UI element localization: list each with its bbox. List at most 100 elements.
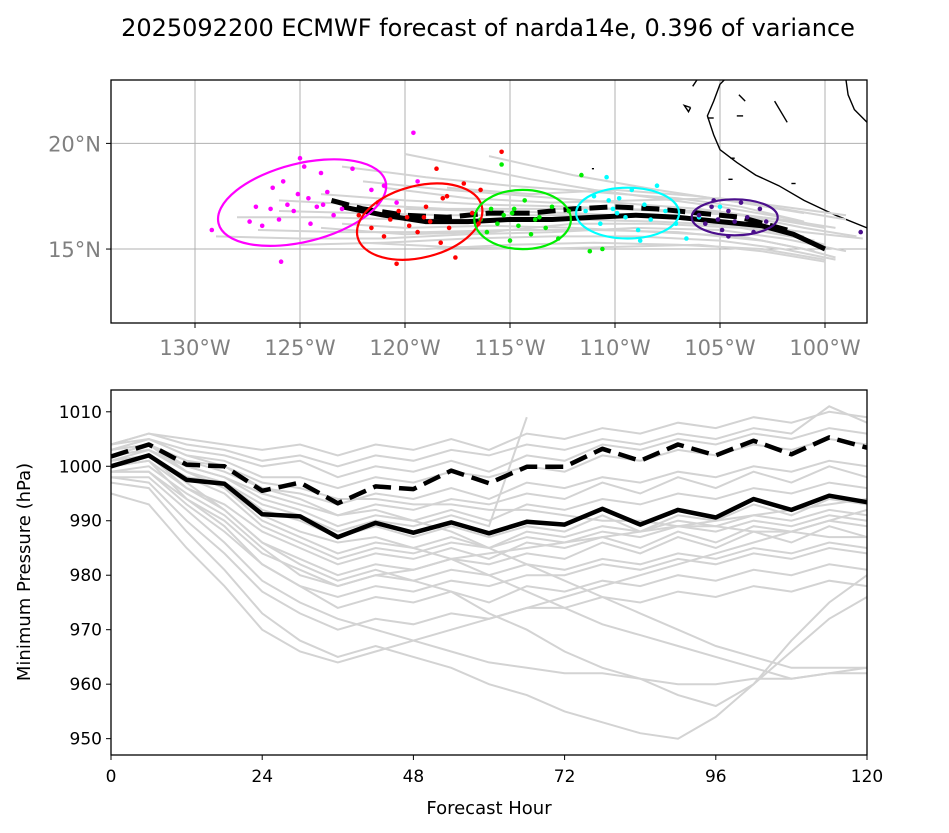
- member-position-point: [440, 196, 446, 201]
- member-position-point: [654, 183, 660, 188]
- pressure-tick-label-y: 950: [70, 730, 102, 750]
- pressure-tick-label-y: 980: [70, 566, 102, 586]
- member-position-point: [278, 259, 284, 265]
- pressure-frame: [110, 389, 868, 756]
- uncertainty-ellipse: [574, 186, 681, 240]
- pressure-ticks: 0 24 48 72 96 120 950 960 970 980 990 1000 1010: [59, 403, 883, 787]
- pressure-tick-label-y: 1000: [59, 457, 102, 477]
- member-position-point: [415, 229, 420, 235]
- member-track-line: [215, 226, 847, 253]
- member-position-point: [587, 248, 593, 254]
- member-position-point: [320, 202, 326, 207]
- member-track-line: [299, 235, 836, 261]
- map-tick-label-lon: 100°W: [789, 336, 861, 360]
- member-position-point: [732, 219, 737, 224]
- member-position-point: [415, 179, 420, 184]
- member-position-point: [484, 229, 490, 235]
- member-position-point: [350, 166, 355, 171]
- member-position-point: [616, 196, 622, 201]
- pressure-tick-label-y: 990: [70, 512, 102, 532]
- member-position-point: [280, 179, 286, 184]
- member-position-point: [509, 210, 515, 216]
- member-position-point: [763, 219, 769, 224]
- member-position-point: [381, 234, 387, 239]
- track-map-panel: 130°W 125°W 120°W 115°W 110°W 105°W 100°W 15°N 2…: [48, 79, 868, 360]
- member-position-point: [717, 204, 723, 210]
- member-position-point: [369, 225, 374, 231]
- member-pressure-line: [110, 454, 868, 560]
- map-tick-label-lat: 15°N: [48, 238, 101, 262]
- mean-track-solid: [341, 204, 827, 252]
- member-track-line: [362, 241, 826, 263]
- member-track-line: [320, 222, 815, 242]
- member-position-point: [579, 172, 584, 178]
- member-position-point: [709, 204, 714, 210]
- pressure-xlabel: Forecast Hour: [426, 798, 552, 819]
- member-pressure-line: [110, 492, 868, 664]
- map-tick-label-lat: 20°N: [48, 132, 101, 156]
- coastline-segment: [738, 94, 746, 102]
- pressure-tick-label-y: 1010: [59, 403, 102, 423]
- member-position-point: [684, 236, 689, 241]
- member-position-point: [488, 206, 494, 212]
- member-pressure-line: [110, 443, 868, 680]
- map-ellipses: [216, 158, 779, 261]
- member-pressure-line: [110, 405, 868, 468]
- member-position-point: [507, 238, 513, 243]
- member-position-point: [394, 200, 399, 205]
- member-position-point: [411, 130, 416, 136]
- member-pressure-line: [110, 410, 868, 457]
- member-position-point: [270, 185, 276, 191]
- member-pressure-line: [110, 437, 868, 490]
- member-position-point: [434, 166, 439, 171]
- member-pressure-line: [110, 459, 868, 566]
- member-position-point: [253, 204, 259, 210]
- member-position-point: [421, 215, 427, 220]
- member-position-point: [528, 232, 534, 237]
- member-position-point: [532, 217, 538, 222]
- pressure-member-lines: [110, 405, 868, 740]
- coastline-segment: [845, 79, 868, 123]
- member-position-point: [614, 210, 620, 216]
- member-position-point: [423, 204, 429, 210]
- map-member-points: [209, 130, 863, 267]
- member-position-point: [325, 189, 330, 195]
- member-position-point: [259, 223, 265, 229]
- member-position-point: [598, 221, 603, 226]
- pressure-tick-label-y: 970: [70, 621, 102, 641]
- pressure-mean-lines: [110, 435, 868, 540]
- member-pressure-line: [111, 476, 867, 686]
- member-position-point: [600, 246, 605, 252]
- pressure-tick-label-x: 72: [554, 767, 576, 787]
- member-pressure-line: [110, 443, 868, 528]
- member-position-point: [314, 204, 320, 210]
- member-position-point: [606, 198, 611, 203]
- member-position-point: [388, 217, 393, 222]
- member-position-point: [499, 149, 504, 155]
- map-coastline: [591, 79, 868, 229]
- member-position-point: [543, 225, 548, 231]
- member-position-point: [297, 155, 303, 161]
- coastline-segment: [706, 79, 868, 229]
- member-position-point: [726, 208, 731, 214]
- member-position-point: [396, 208, 402, 214]
- uncertainty-ellipse: [355, 182, 484, 261]
- pressure-tick-label-x: 120: [851, 767, 883, 787]
- member-position-point: [501, 212, 507, 218]
- member-pressure-line: [110, 454, 868, 577]
- figure-title: 2025092200 ECMWF forecast of narda14e, 0…: [121, 14, 855, 42]
- pressure-ylabel: Minimum Pressure (hPa): [14, 463, 35, 681]
- mean-pressure-line-solid: [110, 453, 868, 540]
- member-position-point: [301, 164, 307, 169]
- member-position-point: [276, 217, 282, 222]
- member-position-point: [339, 206, 345, 212]
- map-tick-label-lon: 105°W: [684, 336, 756, 360]
- member-position-point: [478, 187, 483, 193]
- member-position-point: [295, 191, 301, 197]
- member-position-point: [738, 200, 744, 205]
- member-position-point: [446, 225, 452, 231]
- member-position-point: [635, 227, 641, 233]
- member-position-point: [285, 202, 290, 207]
- map-ticks: 130°W 125°W 120°W 115°W 110°W 105°W 100°W 15°N 2…: [48, 132, 861, 360]
